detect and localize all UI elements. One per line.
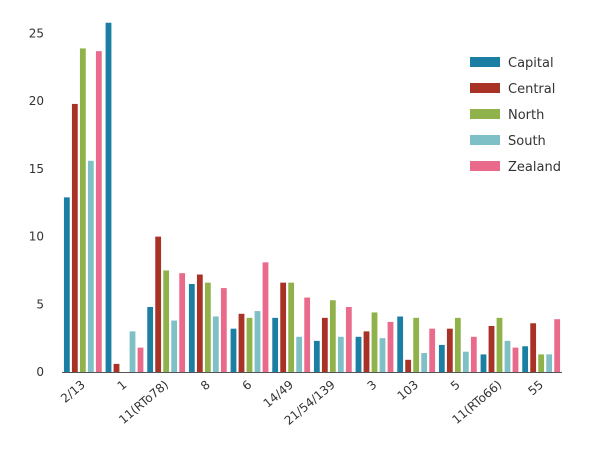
y-axis: 0 5 10 15 20 25 [29, 27, 562, 379]
x-tick-label: 6 [240, 378, 255, 394]
bar-capital [313, 340, 320, 372]
bar-central [488, 325, 495, 372]
bar-south [296, 336, 303, 372]
legend-label-central: Central [508, 82, 555, 97]
bars [63, 22, 561, 373]
bar-zealand [470, 336, 477, 372]
x-tick-label: 2/13 [58, 378, 88, 406]
bar-south [129, 331, 136, 372]
bar-capital [188, 284, 195, 372]
y-tick-label: 10 [29, 230, 44, 244]
x-tick-label: 5 [448, 378, 463, 394]
bar-zealand [137, 347, 144, 372]
y-tick-label: 5 [36, 297, 44, 311]
bar-central [446, 328, 453, 372]
bar-capital [272, 317, 279, 372]
bar-south [212, 316, 219, 372]
bar-north [163, 270, 170, 372]
bar-capital [105, 22, 112, 372]
bar-north [454, 317, 461, 372]
bar-north [204, 282, 211, 372]
bar-central [280, 282, 287, 372]
bar-north [413, 317, 420, 372]
bar-south [254, 311, 261, 372]
legend-swatch-north [470, 109, 500, 119]
bar-south [379, 338, 386, 372]
bar-zealand [95, 51, 102, 373]
bar-south [504, 340, 511, 372]
bar-north [371, 312, 378, 372]
bar-capital [355, 336, 362, 372]
bar-zealand [179, 273, 186, 372]
bar-central [71, 103, 78, 372]
bar-south [87, 160, 94, 372]
bar-zealand [554, 319, 561, 372]
x-tick-label: 14/49 [261, 378, 296, 411]
bar-central [155, 236, 162, 372]
bar-south [546, 354, 553, 372]
bar-north [329, 300, 336, 372]
bar-central [530, 323, 537, 372]
bar-south [462, 351, 469, 372]
bar-central [113, 363, 120, 372]
bar-south [337, 336, 344, 372]
bar-central [196, 274, 203, 372]
legend-label-zealand: Zealand [508, 160, 561, 175]
bar-zealand [262, 262, 269, 372]
bar-zealand [220, 288, 227, 372]
bar-central [321, 317, 328, 372]
y-tick-label: 15 [29, 162, 44, 176]
bar-capital [230, 328, 237, 372]
legend-swatch-central [470, 83, 500, 93]
bar-north [246, 317, 253, 372]
bar-capital [438, 344, 445, 372]
legend-label-south: South [508, 134, 546, 149]
x-tick-label: 3 [365, 378, 380, 394]
legend-swatch-zealand [470, 161, 500, 171]
bar-zealand [387, 321, 394, 372]
bar-north [79, 48, 86, 372]
legend: Capital Central North South Zealand [470, 56, 561, 175]
bar-zealand [512, 347, 519, 372]
bar-capital [480, 354, 487, 372]
bar-capital [147, 307, 154, 372]
bar-south [171, 320, 178, 372]
bar-central [238, 313, 245, 372]
bar-south [421, 353, 428, 372]
bar-capital [397, 316, 404, 372]
bar-capital [522, 346, 529, 372]
x-tick-label: 103 [395, 378, 422, 403]
bar-zealand [304, 297, 311, 372]
bar-central [405, 359, 412, 372]
bar-central [363, 331, 370, 372]
bar-zealand [345, 307, 352, 372]
bar-capital [63, 197, 70, 372]
bar-zealand [429, 328, 436, 372]
y-tick-label: 0 [36, 365, 44, 379]
x-tick-label: 55 [525, 378, 546, 399]
y-tick-label: 20 [29, 94, 44, 108]
legend-label-capital: Capital [508, 56, 554, 71]
x-tick-label: 1 [115, 378, 130, 394]
x-tick-label: 8 [198, 378, 213, 394]
legend-label-north: North [508, 108, 544, 123]
bar-north [496, 317, 503, 372]
legend-swatch-south [470, 135, 500, 145]
legend-swatch-capital [470, 57, 500, 67]
bar-north [538, 354, 545, 372]
bar-north [288, 282, 295, 372]
y-tick-label: 25 [29, 27, 44, 41]
